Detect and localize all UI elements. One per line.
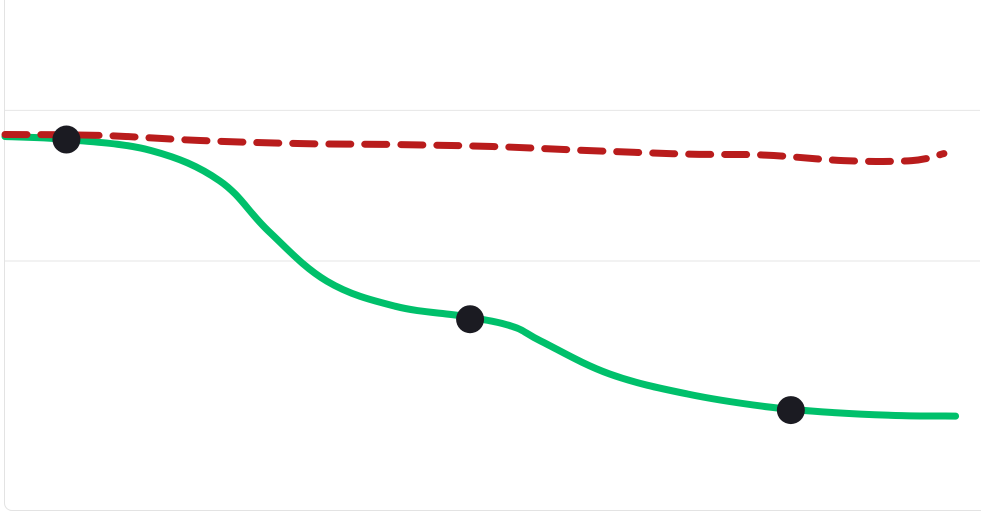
series-layer (1, 131, 960, 420)
data-point-0-2 (776, 396, 805, 425)
marker-layer (52, 125, 805, 425)
series-line-1 (1, 131, 948, 165)
data-point-0-0 (52, 125, 81, 154)
series-line-0 (1, 133, 960, 420)
chart-card (4, 0, 981, 511)
data-point-0-1 (456, 305, 485, 334)
grid (5, 109, 980, 262)
